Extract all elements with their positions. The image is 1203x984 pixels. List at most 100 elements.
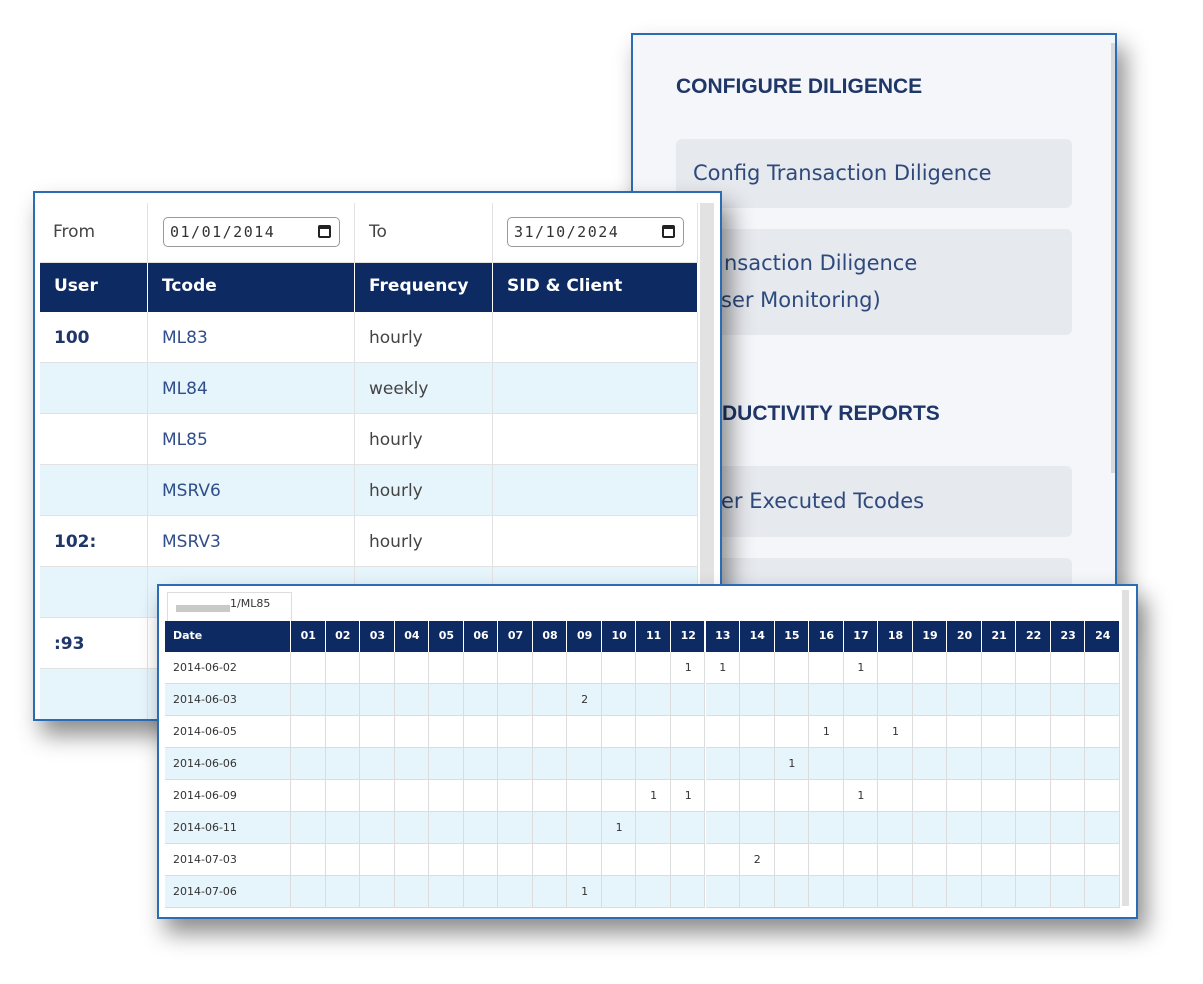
table-cell	[601, 684, 637, 716]
table-cell	[809, 748, 844, 780]
header-cell	[493, 263, 698, 312]
table-cell	[947, 652, 982, 684]
table-cell	[981, 652, 1017, 684]
table-cell	[912, 652, 948, 684]
table-cell	[705, 652, 741, 684]
table-cell	[670, 684, 706, 716]
table-cell	[291, 716, 326, 748]
table-cell	[670, 844, 706, 876]
table-cell	[601, 652, 637, 684]
date-input[interactable]: 01/01/2014	[163, 217, 340, 247]
table-cell	[325, 844, 361, 876]
cell-text: 1	[822, 725, 830, 738]
table-cell	[1085, 748, 1120, 780]
table-cell	[981, 684, 1017, 716]
table-cell	[1085, 780, 1120, 812]
table-cell	[636, 716, 671, 748]
header-cell	[165, 621, 291, 652]
table-cell	[394, 844, 430, 876]
header-cell	[774, 621, 810, 652]
table-cell	[291, 684, 326, 716]
table-cell	[463, 844, 499, 876]
cell-text: 1	[684, 661, 692, 674]
table-cell	[567, 716, 602, 748]
cell-text: 2014-06-06	[173, 757, 237, 770]
table-cell	[981, 780, 1017, 812]
column-header: 01	[300, 629, 316, 642]
table-cell	[981, 876, 1017, 908]
menu-button[interactable]	[676, 466, 1072, 537]
table-cell	[912, 812, 948, 844]
tab[interactable]	[167, 592, 292, 623]
table-cell	[601, 876, 637, 908]
filter-cell	[355, 203, 493, 263]
hourly-table-panel: 1/ML85 Date 01 02 03 04 05 06 07 08 09 10 11 12 13 14 15…	[157, 584, 1138, 919]
menu-label: er Executed Tcodes	[721, 489, 925, 513]
table-cell	[809, 652, 844, 684]
cell-text: 1	[788, 757, 796, 770]
table-cell	[878, 716, 913, 748]
table-cell	[498, 780, 533, 812]
menu-button[interactable]	[676, 139, 1072, 208]
table-cell	[498, 684, 533, 716]
table-cell	[567, 876, 602, 908]
table-cell	[843, 684, 879, 716]
table-cell	[325, 812, 361, 844]
filter-label: From	[53, 222, 96, 242]
table-cell	[981, 716, 1017, 748]
table-cell	[463, 812, 499, 844]
header-cell	[40, 263, 148, 312]
table-cell	[148, 363, 355, 414]
table-cell	[705, 684, 741, 716]
table-cell	[360, 780, 395, 812]
table-cell	[493, 312, 698, 363]
table-cell	[165, 684, 291, 716]
table-cell	[355, 312, 493, 363]
table-cell	[40, 312, 148, 363]
table-cell	[1085, 844, 1120, 876]
table-cell	[40, 669, 148, 719]
header-cell	[148, 263, 355, 312]
table-cell	[740, 844, 775, 876]
column-header: 13	[715, 629, 731, 642]
table-cell	[1050, 844, 1086, 876]
table-cell	[843, 716, 879, 748]
table-cell	[947, 684, 982, 716]
header-cell	[498, 621, 533, 652]
cell-text: :93	[54, 634, 85, 654]
cell-text: 1	[684, 789, 692, 802]
date-value: 31/10/2024	[514, 223, 620, 241]
cell-text: 1	[857, 661, 865, 674]
table-cell	[429, 876, 464, 908]
table-cell	[394, 652, 430, 684]
section-heading: DUCTIVITY REPORTS	[722, 402, 940, 425]
table-cell	[1085, 876, 1120, 908]
table-cell	[498, 716, 533, 748]
table-cell	[394, 812, 430, 844]
table-cell	[947, 844, 982, 876]
table-cell	[429, 812, 464, 844]
table-cell	[636, 876, 671, 908]
column-header: 20	[956, 629, 973, 642]
table-cell	[947, 876, 982, 908]
table-cell	[740, 652, 775, 684]
table-cell	[1085, 812, 1120, 844]
side-menu: CONFIGURE DILIGENCE Config Transaction Di…	[631, 33, 1117, 633]
table-cell	[360, 652, 395, 684]
date-input[interactable]: 31/10/2024	[507, 217, 684, 247]
table-cell	[705, 780, 741, 812]
table-cell	[843, 652, 879, 684]
table-cell	[394, 748, 430, 780]
table-cell	[670, 876, 706, 908]
table-cell	[429, 780, 464, 812]
menu-button[interactable]	[676, 229, 1072, 335]
table-cell	[809, 716, 844, 748]
table-cell	[912, 748, 948, 780]
table-cell	[360, 844, 395, 876]
tab-label[interactable]: 1/ML85	[230, 597, 271, 610]
table-cell	[878, 812, 913, 844]
cell-text: ML84	[162, 379, 208, 399]
table-cell	[493, 414, 698, 465]
table-cell	[165, 844, 291, 876]
table-cell	[1016, 716, 1051, 748]
